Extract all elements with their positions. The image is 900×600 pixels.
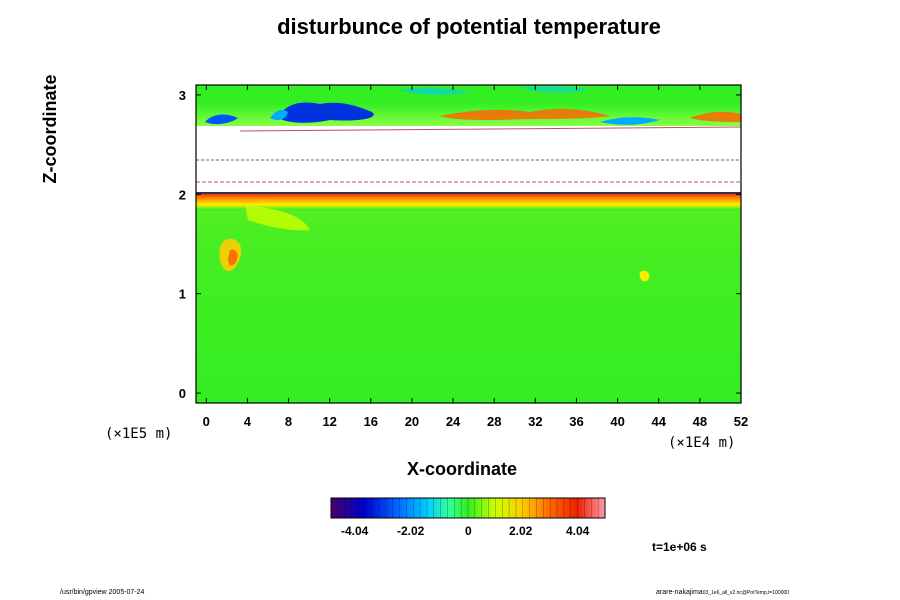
y-axis-ticks: 0 1 2 3 [179,88,741,401]
footer-source-name: arare-nakajima [656,589,703,596]
y-axis-label: Z-coordinate [40,74,60,184]
colorbar-tick-label: 0 [465,524,472,538]
chart-title: disturbunce of potential temperature [277,14,661,39]
x-tick-label: 48 [693,414,707,429]
cold-blob-3 [600,117,660,125]
x-tick-label: 20 [405,414,419,429]
x-tick-label: 40 [610,414,624,429]
y-tick-label: 3 [179,88,186,103]
warm-ridge [440,109,610,120]
x-tick-label: 52 [734,414,748,429]
colorbar-tick-label: -4.04 [341,524,369,538]
x-tick-label: 28 [487,414,501,429]
x-tick-label: 24 [446,414,461,429]
warm-spot [639,270,650,282]
empty-region [196,126,741,192]
x-tick-label: 8 [285,414,292,429]
x-axis-label: X-coordinate [407,459,518,479]
cold-blob-2 [205,114,238,125]
warm-patch [245,205,310,231]
hot-plume-core [228,249,238,266]
cold-blob [278,102,374,123]
z-unit-label: (×1E5 m) [105,426,172,442]
x-tick-label: 16 [364,414,378,429]
cold-top-2 [520,85,590,93]
x-tick-label: 44 [652,414,667,429]
x-tick-label: 32 [528,414,542,429]
footer-source-file: 03_1e6_all_v2.nc@PotTemp,t=100000 [702,590,790,596]
colorbar-tick-label: 4.04 [566,524,590,538]
colorbar-tick-label: 2.02 [509,524,533,538]
contour-line-1 [239,126,742,132]
colorbar-gradient [330,497,606,519]
field-lower [196,197,741,403]
plot-frame [195,84,742,404]
x-unit-label: (×1E4 m) [668,435,735,451]
time-label: t=1e+06 s [652,540,707,554]
footer-source: arare-nakajima03_1e6_all_v2.nc@PotTemp,t… [656,589,789,596]
x-tick-label: 12 [322,414,336,429]
colorbar-tick-label: -2.02 [397,524,425,538]
x-axis-ticks: 0 4 8 12 16 20 24 28 32 36 40 44 48 52 [203,85,748,429]
y-tick-label: 0 [179,386,186,401]
hot-band [196,192,741,210]
cold-blob-edge [270,110,288,120]
footer-command: /usr/bin/gpview 2005-07-24 [60,589,145,596]
y-tick-label: 1 [179,287,186,302]
warm-ridge-2 [690,111,741,122]
colorbar-stripes [337,498,599,518]
x-tick-label: 0 [203,414,210,429]
x-tick-label: 36 [569,414,583,429]
y-tick-label: 2 [179,187,186,202]
cold-top [400,87,470,95]
x-tick-label: 4 [244,414,252,429]
